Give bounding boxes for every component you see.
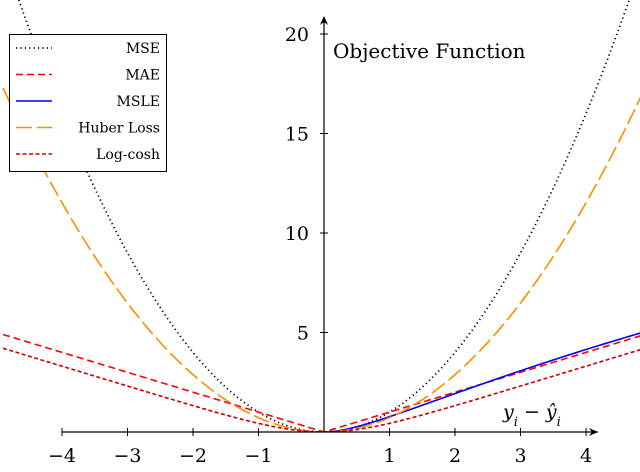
y-axis-title: Objective Function (333, 39, 526, 63)
x-tick-label: −2 (179, 445, 207, 467)
x-tick-label: 3 (514, 445, 526, 467)
series-line-mse (17, 0, 631, 432)
legend-label: MSLE (117, 94, 160, 110)
series-line-mae (2, 333, 640, 432)
x-tick-label: 4 (580, 445, 592, 467)
legend-label: MAE (125, 68, 160, 84)
x-tick-label: −1 (244, 445, 272, 467)
x-tick-label: −3 (113, 445, 141, 467)
series-line-msle (324, 332, 640, 432)
x-tick-label: 1 (383, 445, 395, 467)
y-axis-arrow (320, 16, 328, 25)
series-line-log-cosh (2, 347, 640, 432)
legend-label: MSE (126, 41, 160, 57)
y-tick-label: 15 (285, 124, 309, 146)
legend-box (9, 34, 167, 172)
x-axis-arrow (589, 428, 598, 436)
series-line-huber-loss (2, 87, 640, 432)
legend-label: Huber Loss (78, 121, 160, 137)
y-tick-label: 10 (285, 223, 309, 245)
legend-label: Log-cosh (96, 147, 160, 163)
plot-curves (2, 0, 640, 432)
axes: −4 −3 −2 −1 1 2 3 4 5 10 15 20 Objective Function yi … (48, 16, 598, 467)
x-tick-label: −4 (48, 445, 76, 467)
y-tick-label: 5 (297, 323, 309, 345)
y-tick-label: 20 (285, 24, 309, 46)
legend: MSE MAE MSLE Huber Loss Log-cosh (9, 34, 167, 172)
x-axis-title: yi − ŷi (502, 401, 561, 430)
x-tick-label: 2 (449, 445, 461, 467)
